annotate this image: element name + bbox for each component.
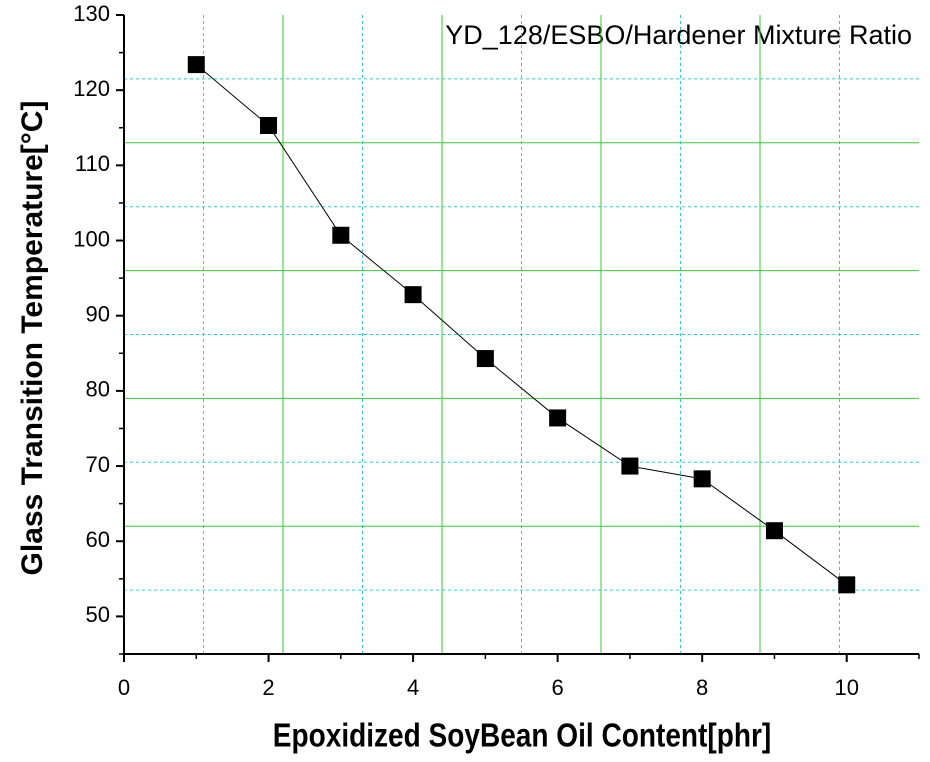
data-point [332, 226, 350, 244]
data-point [693, 470, 711, 488]
x-tick-label: 8 [696, 675, 708, 700]
y-tick-label: 80 [86, 377, 110, 402]
x-tick-label: 4 [407, 675, 419, 700]
y-tick-label: 130 [73, 1, 110, 26]
y-tick-label: 100 [73, 226, 110, 251]
x-tick-label: 2 [262, 675, 274, 700]
x-axis-label: Epoxidized SoyBean Oil Content[phr] [273, 718, 771, 755]
x-tick-label: 6 [552, 675, 564, 700]
y-tick-label: 90 [86, 302, 110, 327]
data-point [476, 350, 494, 368]
y-axis-label: Glass Transition Temperature[°C] [16, 101, 49, 576]
data-point [404, 286, 422, 304]
y-tick-label: 50 [86, 602, 110, 627]
series-line [195, 64, 848, 586]
x-tick-label: 10 [834, 675, 858, 700]
y-tick-label: 60 [86, 527, 110, 552]
chart-title: YD_128/ESBO/Hardener Mixture Ratio [445, 20, 912, 50]
y-tick-label: 70 [86, 452, 110, 477]
y-tick-label: 120 [73, 76, 110, 101]
data-point [765, 522, 783, 540]
data-point [621, 457, 639, 475]
data-point [838, 576, 856, 594]
data-point [549, 409, 567, 427]
y-tick-label: 110 [75, 151, 110, 176]
data-point [260, 117, 278, 135]
x-tick-label: 0 [118, 675, 130, 700]
data-point [187, 56, 205, 74]
